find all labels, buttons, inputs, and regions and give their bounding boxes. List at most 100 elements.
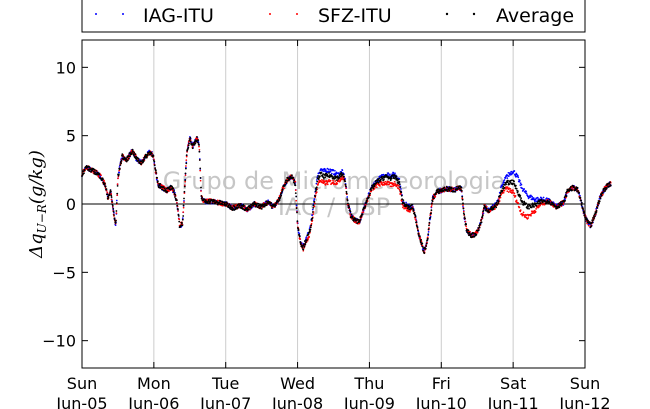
data-point [111,203,114,206]
data-point [187,146,190,149]
data-point [242,208,244,210]
data-point [181,217,184,219]
data-point [184,172,187,175]
x-tick-label-day: Sun [67,374,97,393]
data-point [528,207,530,210]
data-point [296,211,298,214]
data-point [577,190,579,192]
data-point [400,194,403,197]
data-point [174,197,177,200]
data-point [299,238,302,240]
data-point [201,196,204,199]
data-point [446,186,449,189]
data-point [478,224,481,227]
data-point [260,208,263,210]
data-point [415,221,418,224]
data-point [118,169,121,172]
data-point [145,156,148,159]
data-point [281,189,284,191]
data-point [115,202,118,204]
data-point [237,206,240,209]
data-point [518,180,521,183]
data-point [194,142,197,145]
data-point [183,201,185,203]
data-point [452,187,454,190]
data-point [582,208,584,211]
data-point [364,207,366,209]
data-point [185,167,187,170]
data-point [198,150,201,153]
x-tick-label-day: Sun [570,374,600,393]
data-point [425,245,428,247]
data-point [364,205,367,208]
data-point [295,207,298,210]
data-point [208,198,210,201]
data-point [604,190,606,193]
data-point [527,206,530,208]
data-point [565,191,567,194]
data-point [509,172,512,174]
data-point [346,198,349,200]
data-point [506,177,509,179]
data-point [348,206,351,209]
data-point [132,150,134,153]
data-point [317,178,320,181]
data-point [347,204,350,207]
data-point [427,231,430,233]
data-point [208,202,211,205]
data-point [437,188,440,191]
data-point [555,207,558,210]
data-point [88,170,91,173]
data-point [120,162,122,165]
data-point [457,186,460,189]
data-point [309,226,312,229]
data-point [219,200,222,203]
y-tick-label: −10 [42,332,76,351]
data-point [198,144,200,146]
data-point [228,205,230,207]
data-point [534,210,537,213]
data-point [285,182,288,184]
data-point [454,190,456,193]
data-point [112,210,115,213]
data-point [114,222,117,224]
data-point [389,173,391,176]
data-point [113,217,116,220]
data-point [359,219,362,221]
data-point [402,199,405,202]
data-point [284,183,286,186]
data-point [516,191,519,194]
data-point [502,185,505,188]
data-point [184,174,187,177]
data-point [503,187,506,189]
data-point [498,198,500,200]
data-point [312,213,315,215]
data-point [255,204,258,207]
data-point [188,139,191,142]
data-point [462,202,464,205]
data-point [503,189,506,192]
data-point [428,224,430,227]
data-point [157,180,159,183]
data-point [181,222,183,225]
data-point [307,233,310,236]
data-point [349,210,352,213]
data-point [324,169,327,171]
data-point [296,222,299,224]
data-point [513,192,516,195]
data-point [513,180,515,183]
data-point [184,179,187,182]
data-point [334,169,336,172]
data-point [152,155,155,157]
data-point [142,160,145,163]
data-point [329,179,332,182]
data-point [519,179,521,182]
x-tick-label-date: Jun-09 [343,394,395,409]
data-point [117,177,119,180]
data-point [306,239,308,241]
data-point [513,194,515,197]
data-point [344,183,347,186]
legend-label-iag-itu: IAG-ITU [143,5,214,27]
data-point [132,154,135,157]
data-point [231,204,234,207]
